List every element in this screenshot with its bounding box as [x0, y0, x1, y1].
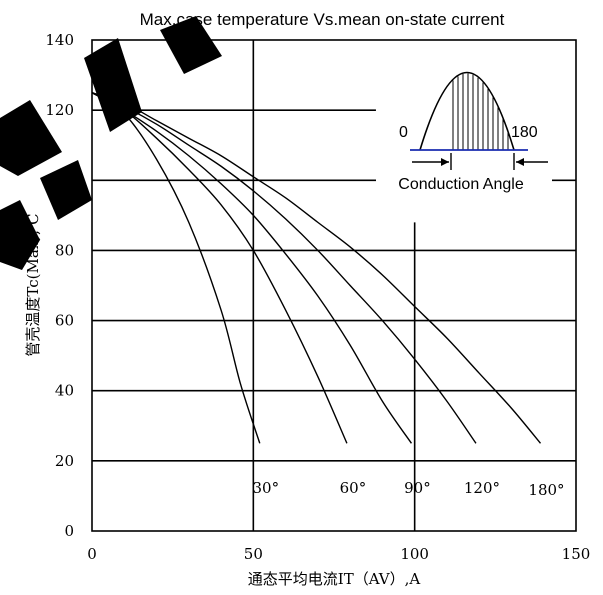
inset-background — [376, 62, 552, 184]
inset-hatch — [452, 73, 509, 150]
plot-frame — [91, 39, 577, 532]
y-tick-label: 20 — [55, 452, 74, 470]
series-line-5 — [91, 91, 542, 444]
inset-caption: Conduction Angle — [398, 176, 524, 193]
watermark-logo — [0, 16, 222, 270]
series-label-5: 180° — [528, 481, 564, 499]
series-label-3: 90° — [404, 479, 431, 497]
series-line-4 — [91, 91, 477, 444]
series-line-2 — [91, 91, 348, 444]
x-tick-label: 0 — [87, 545, 97, 563]
inset-label-end: 180 — [511, 124, 538, 141]
curve-label-layer: 30° 60° 90° 120° 180° — [252, 479, 564, 499]
inset-arrowhead-left — [441, 158, 449, 166]
x-tick-label: 100 — [400, 545, 429, 563]
y-tick-label: 80 — [55, 241, 74, 259]
y-tick-label: 40 — [55, 382, 74, 400]
inset-arrowhead-right — [516, 158, 524, 166]
watermark-letter-r — [0, 100, 62, 176]
watermark-letter-n — [160, 16, 222, 74]
inset-label-start: 0 — [399, 124, 408, 141]
x-axis-label: 通态平均电流IT（AV）,A — [248, 570, 421, 588]
series-line-3 — [91, 91, 413, 444]
y-tick-label: 140 — [45, 31, 74, 49]
y-tick-label: 60 — [55, 312, 74, 330]
watermark-letter-u — [84, 38, 142, 132]
series-label-4: 120° — [464, 479, 500, 497]
y-tick-label: 0 — [64, 522, 74, 540]
watermark-fragment-2 — [40, 160, 92, 220]
y-tick-label: 120 — [45, 101, 74, 119]
x-tick-label: 50 — [244, 545, 263, 563]
watermark-fragment — [0, 200, 40, 270]
series-label-2: 60° — [340, 479, 367, 497]
chart-title: Max.case temperature Vs.mean on-state cu… — [140, 10, 505, 29]
inset-sine-arc — [419, 71, 515, 151]
conduction-angle-inset: 0 180 Conduction Angle — [376, 62, 552, 193]
series-label-1: 30° — [252, 479, 279, 497]
x-tick-label: 150 — [562, 545, 591, 563]
